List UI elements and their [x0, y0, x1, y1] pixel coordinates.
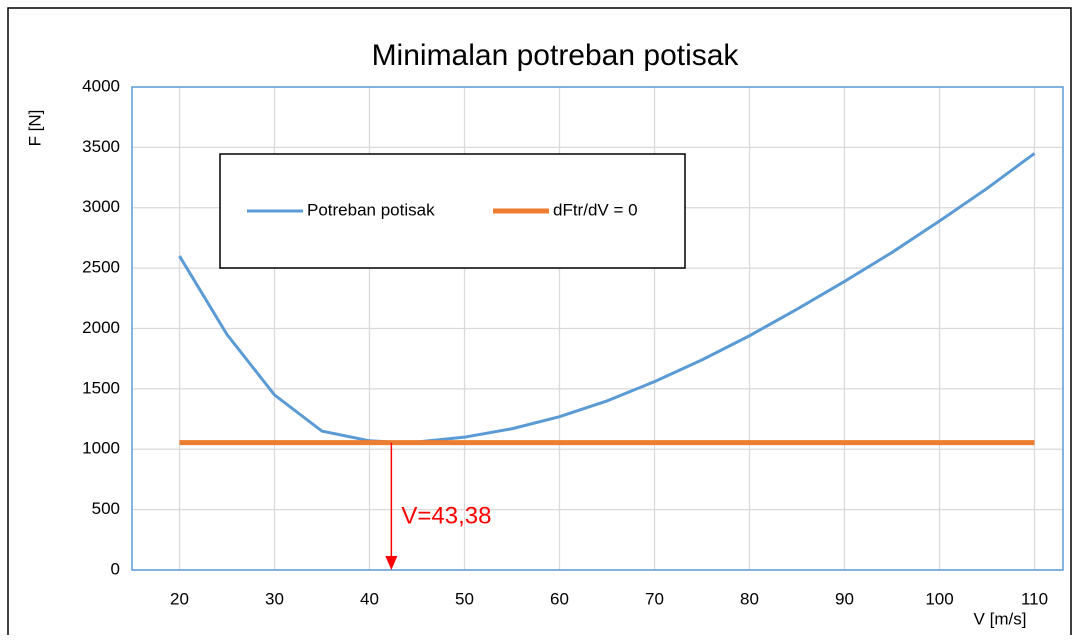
y-tick-label: 2000	[82, 318, 120, 337]
chart-title: Minimalan potreban potisak	[372, 39, 740, 72]
plot-border	[131, 86, 1064, 571]
y-tick-label: 1500	[82, 378, 120, 397]
legend-label: Potreban potisak	[307, 200, 435, 219]
x-tick-label: 20	[170, 589, 189, 608]
y-axis-label: F [N]	[25, 110, 44, 147]
y-tick-label: 3500	[82, 137, 120, 156]
y-tick-label: 4000	[82, 76, 120, 95]
y-tick-label: 500	[92, 499, 120, 518]
x-tick-label: 40	[360, 589, 379, 608]
arrow-head	[385, 556, 398, 570]
x-tick-label: 100	[925, 589, 953, 608]
x-axis-label: V [m/s]	[974, 609, 1027, 628]
legend-label: dFtr/dV = 0	[553, 200, 638, 219]
annotation-label: V=43,38	[401, 502, 491, 529]
chart-border	[7, 7, 1072, 640]
x-tick-label: 60	[550, 589, 569, 608]
x-tick-label: 110	[1021, 589, 1048, 608]
x-tick-label: 90	[835, 589, 854, 608]
y-tick-label: 2500	[82, 258, 120, 277]
x-tick-label: 80	[740, 589, 759, 608]
y-tick-label: 3000	[82, 197, 120, 216]
series-line	[178, 152, 1036, 445]
x-tick-label: 30	[265, 589, 284, 608]
x-tick-label: 50	[455, 589, 474, 608]
y-tick-label: 1000	[82, 439, 120, 458]
x-tick-label: 70	[645, 589, 664, 608]
y-tick-label: 0	[111, 559, 120, 578]
